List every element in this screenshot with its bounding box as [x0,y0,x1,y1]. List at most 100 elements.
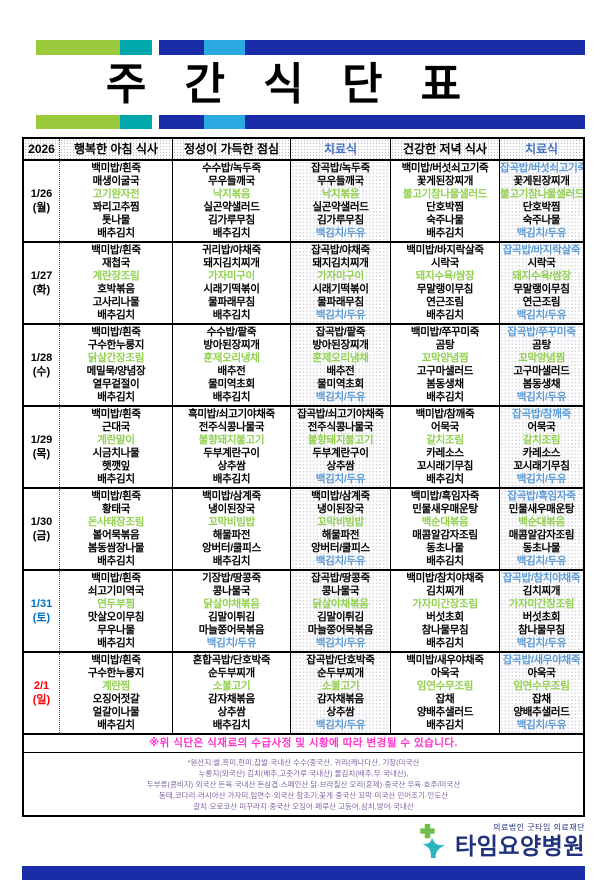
menu-item: 배추김치 [212,227,251,240]
menu-item: 아욱국 [527,667,556,680]
menu-item: 매생이굴국 [92,175,140,188]
menu-item: 돼지김치찌개 [203,257,260,270]
menu-item: 백김치/두유 [516,719,567,732]
menu-item: 배추김치 [426,719,464,732]
menu-item: 잡곡밥/야채죽 [311,244,370,256]
menu-row: 1/30 (금) 백미밥/흰죽 황태국 돈사태장조림 볼어묵볶음 봄동쌈장나물 배추김치 백미밥… [24,487,583,569]
hospital-logo: 의료법인 굿타임 의료재단 타임요양병원 [414,823,585,859]
breakfast-header: 행복한 아침 식사 [59,139,172,159]
breakfast-cell: 백미밥/흰죽 매생이굴국 고기완자전 꽈리고추찜 톳나물 배추김치 [59,161,172,241]
menu-item: 단호박찜 [426,201,464,214]
menu-item: 얼갈이나물 [92,706,140,719]
bar-segment-navy-long [245,115,585,129]
date-cell: 1/29 (목) [24,407,59,487]
bar-segment-lightblue [204,40,245,55]
bar-segment [152,115,159,129]
breakfast-cell: 백미밥/흰죽 근대국 계란말이 시금치나물 햇깻잎 배추김치 [59,407,172,487]
menu-item: 상추쌈 [326,706,355,719]
menu-item: 양배추샐러드 [416,706,474,719]
diet-lunch-cell: 잡곡밥/팥죽 방아된장찌개 훈제오리냉채 배추전 물미역초회 백김치/두유 [290,325,390,405]
menu-item: 오징어젓갈 [92,693,140,706]
dinner-cell: 백미밥/참치야채죽 김치찌개 가자미간장조림 버섯초회 참나물무침 배추김치 [390,571,499,651]
menu-item: 꼬시래기무침 [513,460,570,473]
menu-item: 배추김치 [97,391,135,404]
lunch-cell: 수수밥/녹두죽 무우들깨국 낙지볶음 실곤약샐러드 김가루무침 배추김치 [172,161,290,241]
menu-row: 1/28 (수) 백미밥/흰죽 구수한누룽지 닭살간장조림 메밀묵/양념장 열무겉절이 배추김… [24,323,583,405]
menu-item: 백미밥/바지락살죽 [406,244,484,256]
menu-item: 두부계란구이 [203,447,260,460]
menu-item: 갈치조림 [426,434,464,447]
menu-item: 전주식콩나물국 [198,421,265,434]
menu-item: 백김치/두유 [315,473,366,486]
diet-dinner-cell: 잡곡밥/버섯쇠고기죽 꽃게된장찌개 불고기참나물샐러드 단호박찜 숙주나물 백김치/두유 [499,161,583,241]
menu-item: 카레소스 [426,447,464,460]
menu-item: 낙지볶음 [321,188,360,201]
menu-item: 백미밥/흰죽 [91,162,141,174]
menu-item: 돼지수육/쌈장 [512,270,571,283]
bar-segment-lightblue [204,115,245,129]
menu-item: 구수한누룽지 [87,339,145,352]
menu-item: 돼지수육/쌈장 [415,270,475,283]
menu-item: 백미밥/흰죽 [91,572,141,584]
bar-segment-green [36,40,120,55]
menu-item: 임연수무조림 [513,680,570,693]
date-label: 1/27 [30,270,53,282]
menu-item: 물파래무침 [317,296,364,309]
menu-item: 메밀묵/양념장 [86,365,146,378]
menu-item: 백김치/두유 [516,555,567,568]
menu-item: 쇠고기미역국 [87,585,145,598]
menu-item: 볼어묵볶음 [92,529,140,542]
menu-item: 물미역초회 [317,378,364,391]
menu-item: 무우들깨국 [317,175,364,188]
menu-row: 1/26 (월) 백미밥/흰죽 매생이굴국 고기완자전 꽈리고추찜 톳나물 배추김치 수수밥/녹… [24,159,583,241]
menu-item: 버섯초회 [522,611,561,624]
menu-item: 해물파전 [212,529,251,542]
menu-item: 백김치/두유 [315,637,366,650]
menu-item: 전주식콩나물국 [307,421,374,434]
foundation-name: 의료법인 굿타임 의료재단 [493,823,585,832]
diet-dinner-header: 치료식 [499,139,583,159]
menu-item: 소불고기 [321,680,360,693]
weekday-label: (월) [32,202,51,214]
menu-item: 마늘쫑어묵볶음 [198,624,265,637]
top-accent-bar [22,40,585,55]
menu-item: 연근조림 [522,296,561,309]
breakfast-cell: 백미밥/흰죽 구수한누룽지 계란찜 오징어젓갈 얼갈이나물 배추김치 [59,653,172,733]
bar-segment [22,115,36,129]
weekday-label: (목) [32,448,51,460]
date-cell: 1/30 (금) [24,489,59,569]
menu-item: 시락국 [430,257,460,270]
menu-item: 김가루무침 [317,214,364,227]
diet-lunch-cell: 잡곡밥/단호박죽 순두부찌개 소불고기 감자채볶음 상추쌈 백김치/두유 [290,653,390,733]
menu-item: 단호박찜 [522,201,561,214]
diet-dinner-cell: 잡곡밥/쭈꾸미죽 곰탕 꼬막양념찜 고구마샐러드 봄동생채 백김치/두유 [499,325,583,405]
lunch-cell: 흑미밥/쇠고기야채죽 전주식콩나물국 불향돼지불고기 두부계란구이 상추쌈 배추김치 [172,407,290,487]
breakfast-cell: 백미밥/흰죽 황태국 돈사태장조림 볼어묵볶음 봄동쌈장나물 배추김치 [59,489,172,569]
menu-item: 수수밥/녹두죽 [202,162,261,174]
diet-lunch-cell: 잡곡밥/땅콩죽 콩나물국 닭살야채볶음 김말이튀김 마늘쫑어묵볶음 백김치/두유 [290,571,390,651]
menu-table-body: 1/26 (월) 백미밥/흰죽 매생이굴국 고기완자전 꽈리고추찜 톳나물 배추김치 수수밥/녹… [24,159,583,733]
menu-item: 돈사태장조림 [87,516,145,529]
menu-item: 냉이된장국 [208,503,255,516]
weekly-menu-table: 2026 행복한 아침 식사 정성이 가득한 점심 치료식 건강한 저녁 식사 … [22,137,585,817]
menu-item: 백김치/두유 [315,555,366,568]
menu-item: 배추전 [217,365,246,378]
menu-item: 돼지김치찌개 [312,257,369,270]
menu-item: 실곤약샐러드 [312,201,369,214]
menu-item: 동초나물 [426,542,464,555]
year-header: 2026 [24,139,59,159]
weekday-label: (일) [32,694,51,706]
origin-line: *원산지:쌀,흑미,현미,찹쌀·국내산 수수(중국산, 귀리(캐나다산, 기장(… [187,758,420,767]
menu-item: 봄동생채 [426,378,464,391]
menu-item: 냉이된장국 [317,503,364,516]
menu-item: 갈치조림 [522,434,561,447]
menu-item: 감자채볶음 [208,693,255,706]
menu-item: 마늘쫑어묵볶음 [307,624,374,637]
menu-item: 배추김치 [97,227,135,240]
diet-lunch-header: 치료식 [290,139,390,159]
menu-item: 임연수무조림 [416,680,474,693]
menu-item: 물미역초회 [208,378,255,391]
menu-item: 배추김치 [426,391,464,404]
menu-item: 순두부찌개 [317,667,364,680]
bar-segment-green [36,115,120,129]
